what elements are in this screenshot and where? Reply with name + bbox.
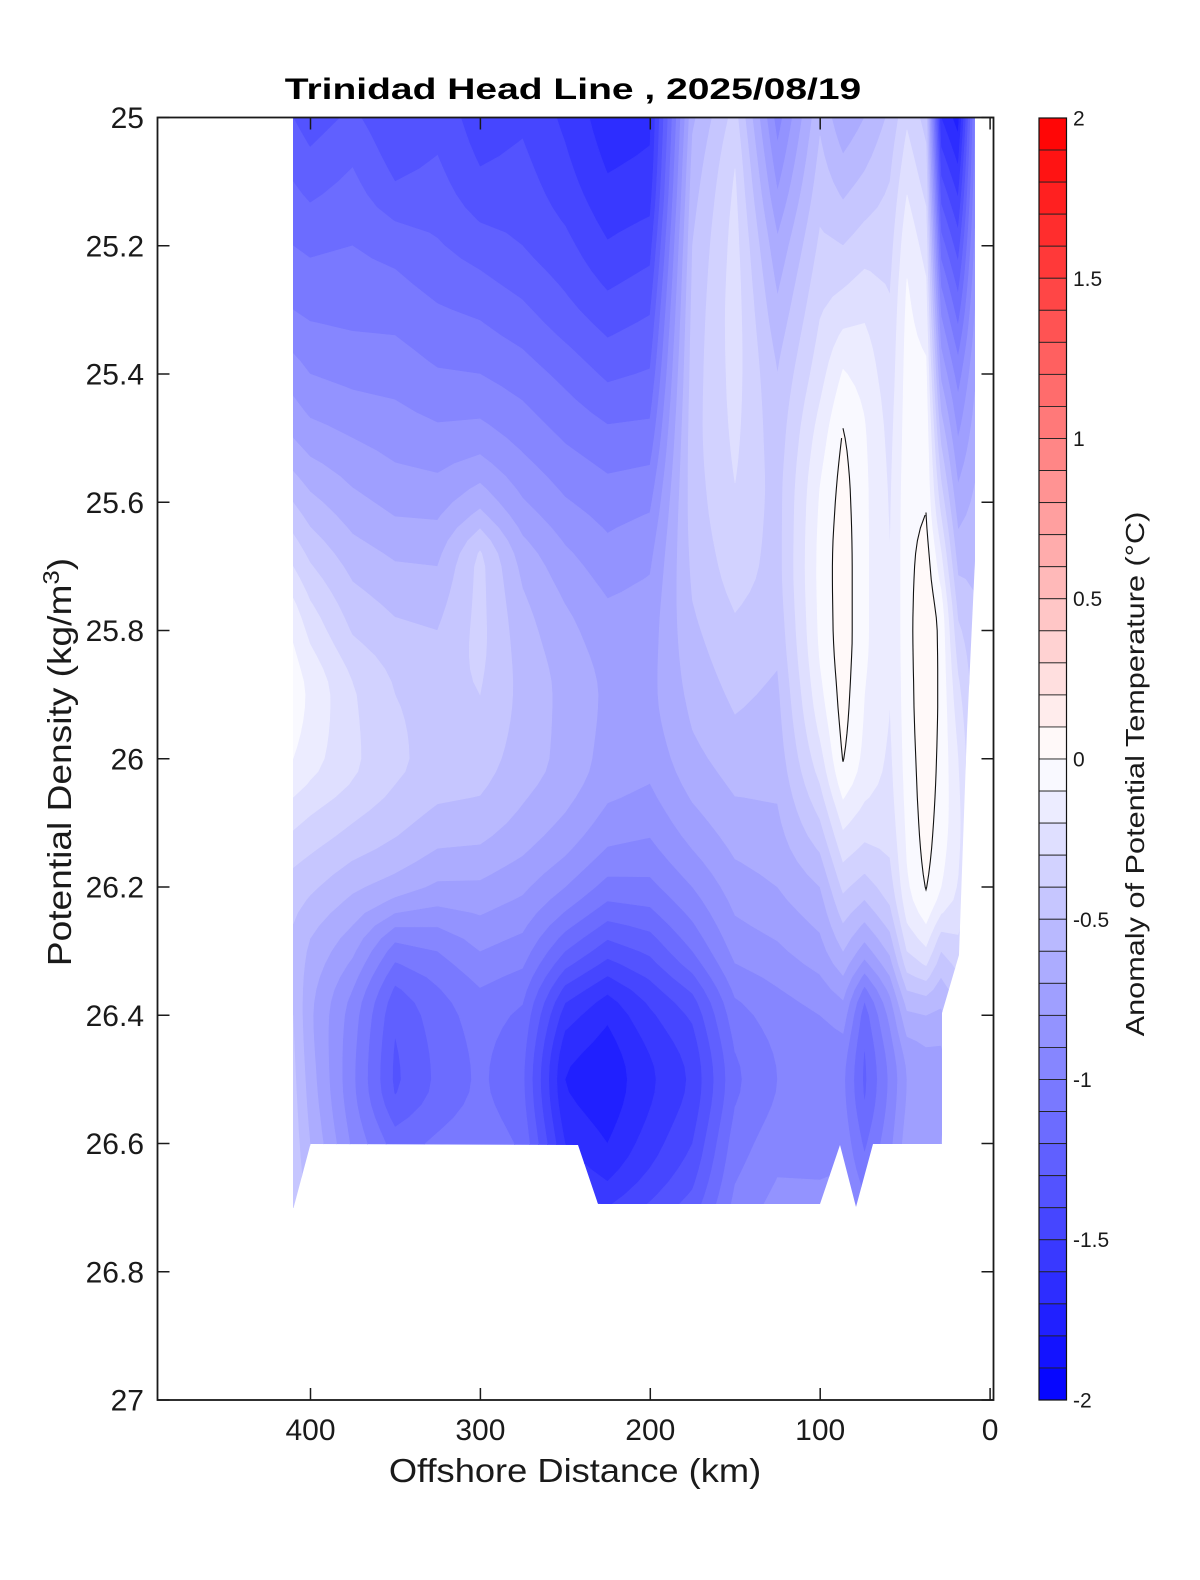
svg-text:1.5: 1.5 [1073, 268, 1102, 291]
svg-text:0: 0 [982, 1414, 999, 1447]
svg-text:300: 300 [455, 1414, 505, 1447]
svg-text:25.2: 25.2 [86, 230, 144, 263]
svg-text:-1.5: -1.5 [1073, 1229, 1109, 1252]
svg-text:25.6: 25.6 [86, 487, 144, 520]
svg-text:26.4: 26.4 [86, 1000, 144, 1033]
svg-text:Anomaly of Potential Temperatu: Anomaly of Potential Temperature (°C) [1121, 512, 1150, 1037]
svg-text:25.8: 25.8 [86, 615, 144, 648]
svg-text:100: 100 [795, 1414, 845, 1447]
svg-text:26.8: 26.8 [86, 1256, 144, 1289]
svg-text:25.4: 25.4 [86, 359, 144, 392]
svg-text:26: 26 [111, 743, 144, 776]
svg-text:27: 27 [111, 1385, 144, 1418]
svg-text:Trinidad Head Line , 2025/08/1: Trinidad Head Line , 2025/08/19 [285, 73, 861, 106]
svg-text:-2: -2 [1073, 1390, 1092, 1413]
svg-text:26.2: 26.2 [86, 872, 144, 905]
svg-text:Potential Density (kg/m3): Potential Density (kg/m3) [39, 558, 78, 966]
svg-text:-1: -1 [1073, 1069, 1092, 1092]
svg-text:1: 1 [1073, 428, 1085, 451]
svg-text:0: 0 [1073, 749, 1085, 772]
svg-text:25: 25 [111, 102, 144, 135]
svg-text:26.6: 26.6 [86, 1128, 144, 1161]
svg-text:-0.5: -0.5 [1073, 909, 1109, 932]
svg-text:Offshore Distance (km): Offshore Distance (km) [389, 1453, 761, 1489]
svg-text:2: 2 [1073, 108, 1085, 131]
svg-text:0.5: 0.5 [1073, 588, 1102, 611]
svg-text:400: 400 [285, 1414, 335, 1447]
svg-text:200: 200 [625, 1414, 675, 1447]
